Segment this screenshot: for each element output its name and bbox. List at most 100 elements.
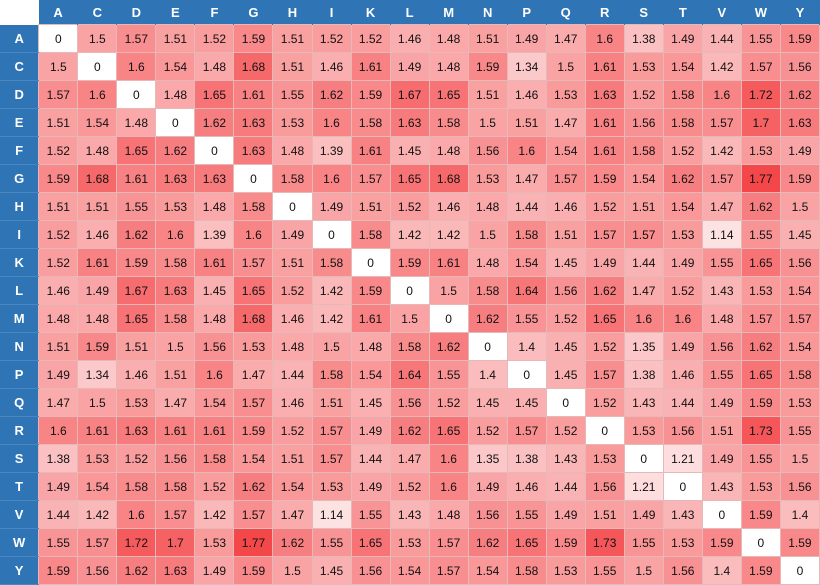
heatmap-cell-S-L: 1.47 xyxy=(389,444,430,473)
heatmap-cell-G-P: 1.47 xyxy=(506,164,547,193)
row-label-L: L xyxy=(0,276,39,305)
heatmap-cell-T-Y: 1.56 xyxy=(779,472,820,501)
column-label-D: D xyxy=(116,0,157,25)
heatmap-cell-A-Q: 1.47 xyxy=(545,24,586,53)
heatmap-cell-P-E: 1.51 xyxy=(155,360,196,389)
heatmap-cell-E-W: 1.7 xyxy=(740,108,781,137)
heatmap-cell-T-K: 1.49 xyxy=(350,472,391,501)
column-label-R: R xyxy=(585,0,625,25)
heatmap-cell-T-S: 1.21 xyxy=(623,472,664,501)
heatmap-cell-D-A: 1.57 xyxy=(38,80,79,109)
heatmap-cell-H-A: 1.51 xyxy=(38,192,79,221)
heatmap-cell-V-Y: 1.4 xyxy=(779,500,820,529)
heatmap-cell-L-A: 1.46 xyxy=(38,276,79,305)
heatmap-cell-H-L: 1.52 xyxy=(389,192,430,221)
heatmap-cell-E-Q: 1.47 xyxy=(545,108,586,137)
heatmap-cell-Y-F: 1.49 xyxy=(194,556,235,585)
heatmap-cell-Y-T: 1.56 xyxy=(662,556,703,585)
heatmap-cell-I-R: 1.57 xyxy=(584,220,625,249)
row-label-C: C xyxy=(0,52,39,81)
heatmap-cell-V-M: 1.48 xyxy=(428,500,469,529)
heatmap-cell-S-F: 1.58 xyxy=(194,444,235,473)
heatmap-cell-L-G: 1.65 xyxy=(233,276,274,305)
heatmap-cell-W-I: 1.55 xyxy=(311,528,352,557)
heatmap-cell-W-H: 1.62 xyxy=(272,528,313,557)
heatmap-cell-Y-C: 1.56 xyxy=(77,556,118,585)
heatmap-cell-W-S: 1.55 xyxy=(623,528,664,557)
heatmap-cell-G-W: 1.77 xyxy=(740,164,781,193)
corner-cell xyxy=(0,0,39,25)
heatmap-cell-L-S: 1.47 xyxy=(623,276,664,305)
heatmap-cell-H-K: 1.51 xyxy=(350,192,391,221)
heatmap-cell-F-G: 1.63 xyxy=(233,136,274,165)
heatmap-cell-G-E: 1.63 xyxy=(155,164,196,193)
heatmap-row-W: W 1.55 1.57 1.72 1.7 1.53 1.77 1.62 1.55 1.65 1.53… xyxy=(0,528,820,557)
heatmap-row-S: S 1.38 1.53 1.52 1.56 1.58 1.54 1.51 1.57 1.44 1.4… xyxy=(0,444,820,473)
heatmap-cell-L-K: 1.59 xyxy=(350,276,391,305)
heatmap-cell-C-G: 1.68 xyxy=(233,52,274,81)
heatmap-cell-Y-G: 1.59 xyxy=(233,556,274,585)
heatmap-cell-I-G: 1.6 xyxy=(233,220,274,249)
heatmap-cell-I-L: 1.42 xyxy=(389,220,430,249)
heatmap-cell-I-H: 1.49 xyxy=(272,220,313,249)
heatmap-cell-P-I: 1.58 xyxy=(311,360,352,389)
heatmap-cell-F-Y: 1.49 xyxy=(779,136,820,165)
heatmap-cell-W-G: 1.77 xyxy=(233,528,274,557)
heatmap-cell-S-C: 1.53 xyxy=(77,444,118,473)
heatmap-cell-V-W: 1.59 xyxy=(740,500,781,529)
heatmap-cell-M-S: 1.6 xyxy=(623,304,664,333)
heatmap-cell-F-H: 1.48 xyxy=(272,136,313,165)
heatmap-cell-K-P: 1.54 xyxy=(506,248,547,277)
heatmap-cell-K-K: 0 xyxy=(350,248,391,277)
heatmap-cell-N-Y: 1.54 xyxy=(779,332,820,361)
heatmap-cell-E-F: 1.62 xyxy=(194,108,235,137)
heatmap-cell-F-D: 1.65 xyxy=(116,136,157,165)
row-label-I: I xyxy=(0,220,39,249)
heatmap-cell-M-Q: 1.52 xyxy=(545,304,586,333)
heatmap-cell-Q-F: 1.54 xyxy=(194,388,235,417)
heatmap-cell-S-H: 1.51 xyxy=(272,444,313,473)
heatmap-cell-Q-I: 1.51 xyxy=(311,388,352,417)
heatmap-cell-L-F: 1.45 xyxy=(194,276,235,305)
heatmap-cell-R-R: 0 xyxy=(584,416,625,445)
heatmap-cell-M-G: 1.68 xyxy=(233,304,274,333)
heatmap-cell-C-R: 1.61 xyxy=(584,52,625,81)
heatmap-cell-Q-Q: 0 xyxy=(545,388,586,417)
heatmap-cell-D-Y: 1.62 xyxy=(779,80,820,109)
row-label-Y: Y xyxy=(0,556,39,585)
heatmap-cell-L-I: 1.42 xyxy=(311,276,352,305)
heatmap-cell-H-W: 1.62 xyxy=(740,192,781,221)
heatmap-cell-G-S: 1.54 xyxy=(623,164,664,193)
heatmap-cell-R-F: 1.61 xyxy=(194,416,235,445)
heatmap-cell-Y-R: 1.55 xyxy=(584,556,625,585)
heatmap-cell-F-L: 1.45 xyxy=(389,136,430,165)
heatmap-cell-Y-S: 1.5 xyxy=(623,556,664,585)
heatmap-cell-Y-H: 1.5 xyxy=(272,556,313,585)
heatmap-cell-H-I: 1.49 xyxy=(311,192,352,221)
heatmap-cell-S-W: 1.55 xyxy=(740,444,781,473)
row-label-P: P xyxy=(0,360,39,389)
heatmap-cell-M-R: 1.65 xyxy=(584,304,625,333)
heatmap-cell-F-V: 1.42 xyxy=(701,136,742,165)
heatmap-cell-T-V: 1.43 xyxy=(701,472,742,501)
heatmap-cell-E-H: 1.53 xyxy=(272,108,313,137)
heatmap-cell-E-V: 1.57 xyxy=(701,108,742,137)
heatmap-cell-E-P: 1.51 xyxy=(506,108,547,137)
heatmap-cell-T-W: 1.53 xyxy=(740,472,781,501)
heatmap-cell-D-Q: 1.53 xyxy=(545,80,586,109)
heatmap-cell-S-Q: 1.43 xyxy=(545,444,586,473)
row-label-F: F xyxy=(0,136,39,165)
heatmap-row-F: F 1.52 1.48 1.65 1.62 0 1.63 1.48 1.39 1.61 1.45 1.… xyxy=(0,136,820,165)
heatmap-cell-N-Q: 1.45 xyxy=(545,332,586,361)
heatmap-cell-F-S: 1.58 xyxy=(623,136,664,165)
heatmap-cell-M-A: 1.48 xyxy=(38,304,79,333)
heatmap-cell-N-K: 1.48 xyxy=(350,332,391,361)
heatmap-cell-W-T: 1.53 xyxy=(662,528,703,557)
heatmap-cell-T-T: 0 xyxy=(662,472,703,501)
heatmap-row-H: H 1.51 1.51 1.55 1.53 1.48 1.58 0 1.49 1.51 1.52 1.… xyxy=(0,192,820,221)
heatmap-cell-H-Y: 1.5 xyxy=(779,192,820,221)
heatmap-cell-S-P: 1.38 xyxy=(506,444,547,473)
heatmap-cell-G-C: 1.68 xyxy=(77,164,118,193)
heatmap-cell-M-W: 1.57 xyxy=(740,304,781,333)
heatmap-row-P: P 1.49 1.34 1.46 1.51 1.6 1.47 1.44 1.58 1.54 1.64… xyxy=(0,360,820,389)
